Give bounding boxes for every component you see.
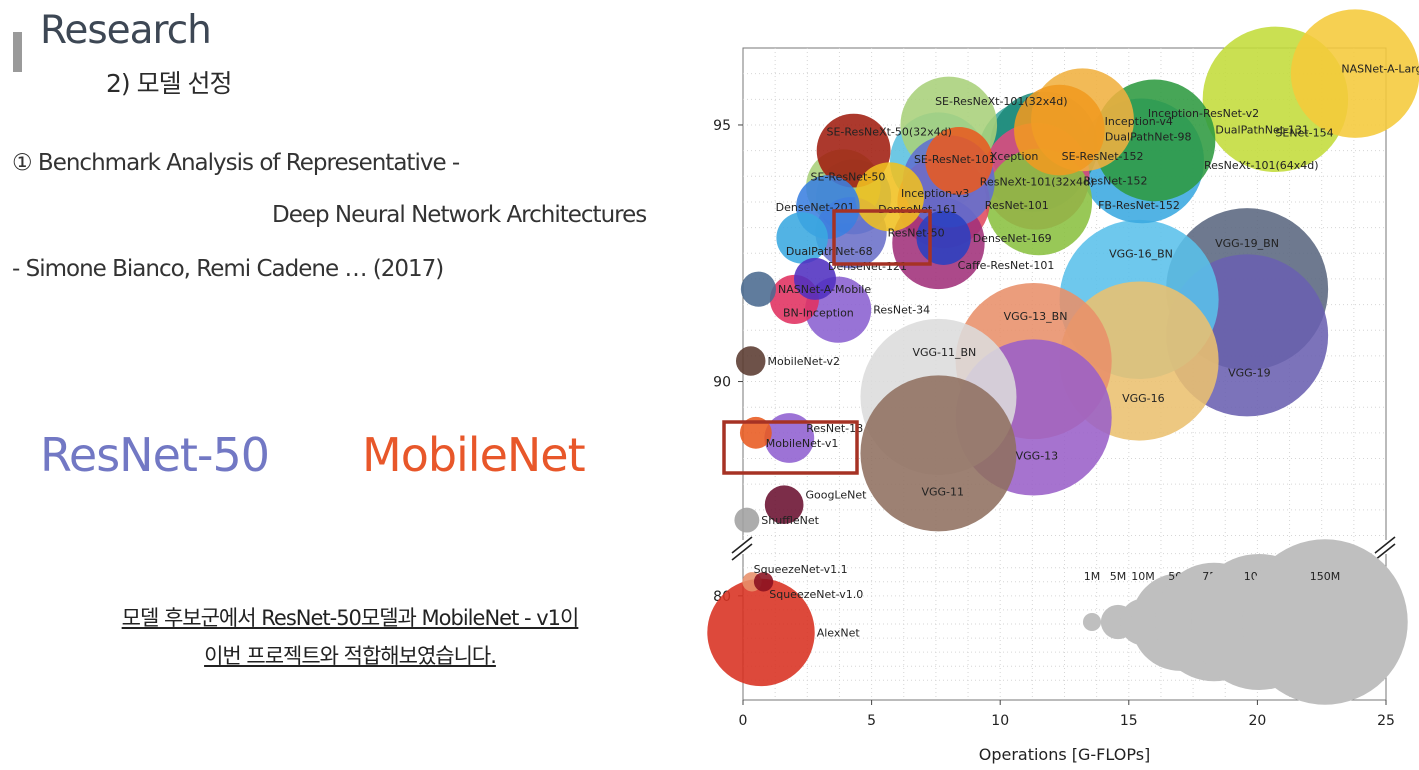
point-label-densenet-169: DenseNet-169 xyxy=(973,232,1052,245)
axis-break-gap-right xyxy=(1379,540,1393,554)
point-label-nasnet-a-large: NASNet-A-Large xyxy=(1341,63,1419,76)
point-label-mobilenet-v1: MobileNet-v1 xyxy=(766,437,839,450)
benchmark-line-2: Deep Neural Network Architectures xyxy=(272,202,647,228)
point-label-alexnet: AlexNet xyxy=(817,626,861,639)
model-mobilenet-label: MobileNet xyxy=(362,428,586,482)
point-label-densenet-121: DenseNet-121 xyxy=(828,260,907,273)
x-axis-label: Operations [G-FLOPs] xyxy=(979,745,1151,764)
point-label-bn-inception: BN-Inception xyxy=(783,306,854,319)
point-label-shufflenet: ShuffleNet xyxy=(761,514,819,527)
point-label-googlenet: GoogLeNet xyxy=(805,489,867,502)
size-legend-label: 5M xyxy=(1110,570,1127,583)
axis-break-mark xyxy=(731,543,753,561)
point-label-se-resnet-152: SE-ResNet-152 xyxy=(1062,150,1144,163)
point-label-xception: Xception xyxy=(990,150,1038,163)
benchmark-chart: 0510152025809095Operations [G-FLOPs]NASN… xyxy=(707,9,1419,764)
authors-line: - Simone Bianco, Remi Cadene … (2017) xyxy=(12,256,444,282)
point-mobilenet-v2 xyxy=(735,346,766,376)
point-label-resnet-34: ResNet-34 xyxy=(873,304,930,317)
benchmark-line-1: ① Benchmark Analysis of Representative - xyxy=(12,150,460,176)
conclusion-line-1: 모델 후보군에서 ResNet-50모델과 MobileNet - v1이 xyxy=(121,606,580,630)
x-tick-label: 10 xyxy=(991,713,1009,729)
point-vgg-11 xyxy=(860,375,1017,532)
point-label-se-resnext-50-32x4d-: SE-ResNeXt-50(32x4d) xyxy=(827,126,952,139)
y-tick-label: 90 xyxy=(713,375,731,391)
point-label-vgg-13-bn: VGG-13_BN xyxy=(1004,310,1068,323)
point-label-inception-v3: Inception-v3 xyxy=(901,187,969,200)
size-legend-label: 150M xyxy=(1310,570,1341,583)
x-tick-label: 0 xyxy=(739,713,748,729)
point-dualpathnet-68 xyxy=(776,212,828,264)
point-label-squeezenet-v1-1: SqueezeNet-v1.1 xyxy=(754,563,848,576)
size-legend-bubble xyxy=(1242,539,1408,705)
point-label-vgg-11: VGG-11 xyxy=(921,485,964,498)
point-label-vgg-11-bn: VGG-11_BN xyxy=(912,346,976,359)
slide-subtitle: 2) 모델 선정 xyxy=(106,69,233,98)
point-inception-v4 xyxy=(1014,84,1105,176)
axis-break-gap-left xyxy=(735,540,749,554)
point-label-vgg-19-bn: VGG-19_BN xyxy=(1215,237,1279,250)
point-label-inception-v4: Inception-v4 xyxy=(1105,115,1173,128)
point-label-mobilenet-v2: MobileNet-v2 xyxy=(767,355,840,368)
x-tick-label: 15 xyxy=(1120,713,1138,729)
point-alexnet xyxy=(707,578,815,687)
x-tick-label: 5 xyxy=(867,713,876,729)
point-label-fb-resnet-152: FB-ResNet-152 xyxy=(1098,199,1180,212)
point-label-caffe-resnet-101: Caffe-ResNet-101 xyxy=(958,259,1055,272)
y-tick-label: 95 xyxy=(713,118,731,134)
point-label-vgg-16: VGG-16 xyxy=(1122,392,1165,405)
point-resnet-18 xyxy=(764,413,815,463)
conclusion-line-2: 이번 프로젝트와 적합해보였습니다. xyxy=(204,644,497,668)
x-tick-label: 25 xyxy=(1377,713,1395,729)
point-label-squeezenet-v1-0: SqueezeNet-v1.0 xyxy=(769,588,863,601)
point-label-inception-resnet-v2: Inception-ResNet-v2 xyxy=(1148,107,1259,120)
axis-break-mark xyxy=(731,536,753,554)
axis-break-mark xyxy=(1374,536,1396,554)
point-label-nasnet-a-mobile: NASNet-A-Mobile xyxy=(778,283,871,296)
point-googlenet xyxy=(764,485,804,525)
point-label-resnet-18: ResNet-18 xyxy=(806,422,863,435)
point-label-se-resnet-50: SE-ResNet-50 xyxy=(811,171,886,184)
point-label-resnet-101: ResNet-101 xyxy=(985,199,1049,212)
point-shufflenet xyxy=(734,507,760,533)
model-resnet-label: ResNet-50 xyxy=(40,428,270,482)
size-legend-bubble xyxy=(1082,612,1102,632)
point-nasnet-a-large xyxy=(1290,9,1419,138)
point-label-vgg-16-bn: VGG-16_BN xyxy=(1109,247,1173,260)
title-accent-bar xyxy=(13,32,22,72)
point-label-resnet-50: ResNet-50 xyxy=(888,227,945,240)
point-label-se-resnet-101: SE-ResNet-101 xyxy=(914,153,996,166)
size-legend-label: 1M xyxy=(1084,570,1101,583)
point-densenet-121 xyxy=(793,257,837,300)
point-label-vgg-13: VGG-13 xyxy=(1016,449,1059,462)
highlight-box-resnet-50 xyxy=(832,209,932,266)
point-squeezenet-v1-0 xyxy=(753,572,774,592)
point-nasnet-a-mobile xyxy=(740,271,777,307)
point-label-se-resnext-101-32x4d-: SE-ResNeXt-101(32x4d) xyxy=(935,95,1067,108)
point-label-resnext-101-64x4d-: ResNeXt-101(64x4d) xyxy=(1204,159,1319,172)
highlight-box-mobilenet-v1 xyxy=(722,420,859,475)
point-label-senet-154: SENet-154 xyxy=(1275,126,1333,139)
point-mobilenet-v1 xyxy=(739,416,772,449)
size-legend-label: 10M xyxy=(1131,570,1155,583)
point-label-dualpathnet-68: DualPathNet-68 xyxy=(786,245,873,258)
slide-title: Research xyxy=(40,8,212,53)
point-label-vgg-19: VGG-19 xyxy=(1228,366,1271,379)
point-xception xyxy=(925,127,993,195)
axis-break-mark xyxy=(1374,543,1396,561)
point-fb-resnet-152 xyxy=(985,148,1093,256)
point-label-dualpathnet-131: DualPathNet-131 xyxy=(1215,123,1309,136)
x-tick-label: 20 xyxy=(1248,713,1266,729)
point-label-resnet-152: ResNet-152 xyxy=(1084,174,1148,187)
point-label-dualpathnet-98: DualPathNet-98 xyxy=(1105,130,1192,143)
point-inception-v3 xyxy=(855,162,925,232)
point-label-resnext-101-32x4d-: ResNeXt-101(32x4d) xyxy=(980,175,1095,188)
